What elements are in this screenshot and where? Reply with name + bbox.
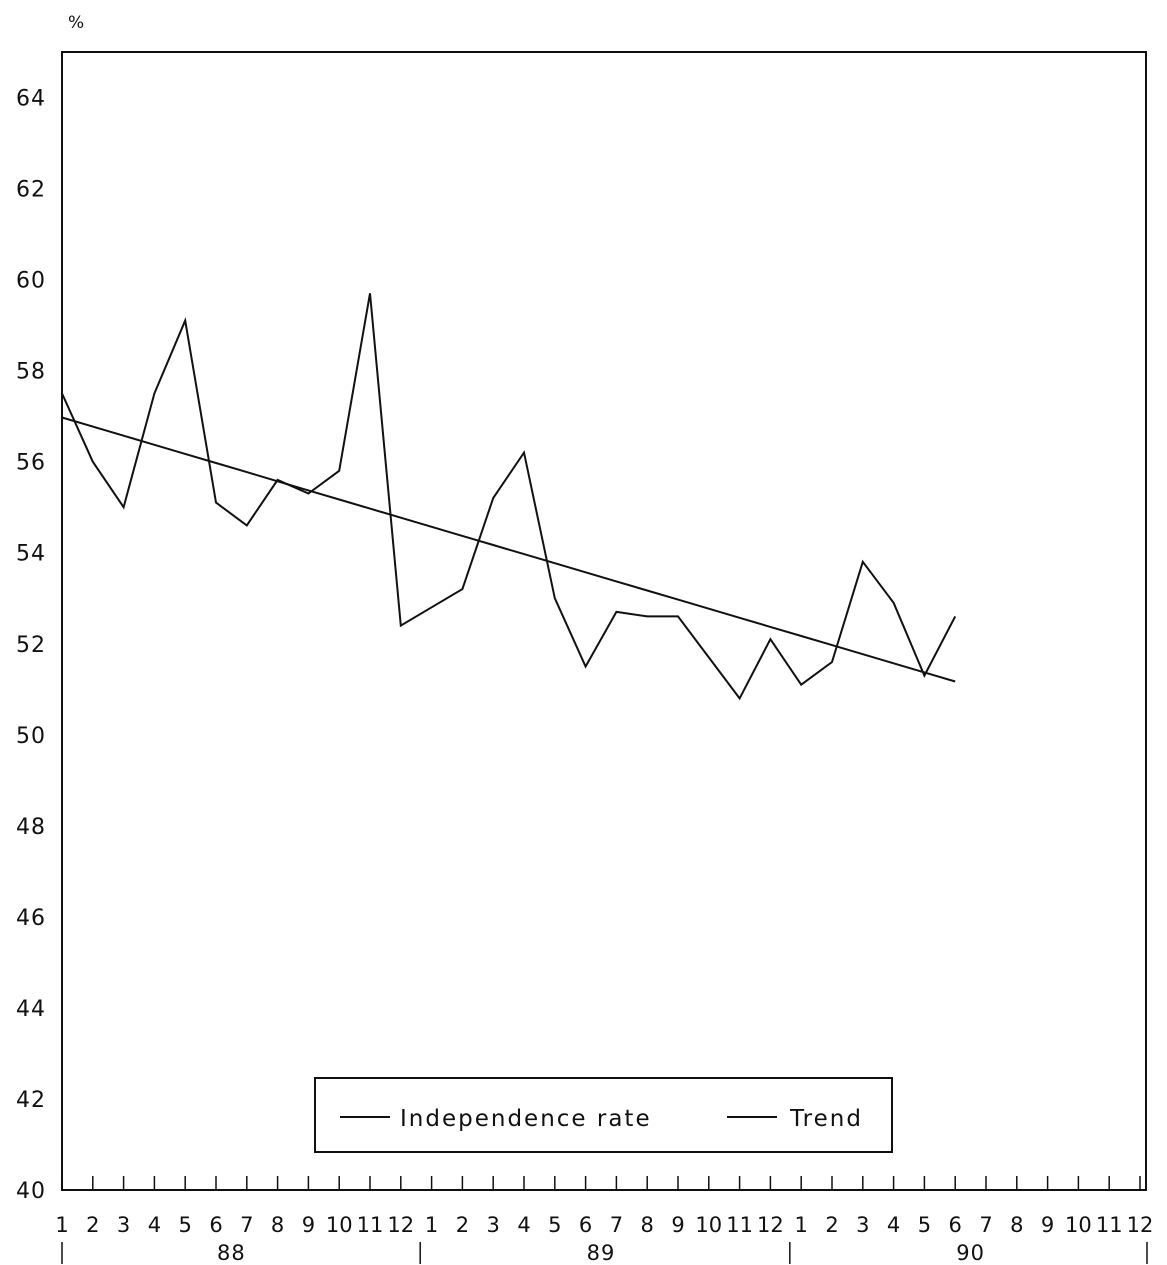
x-tick-label: 3 (487, 1213, 500, 1237)
x-tick-label: 12 (387, 1213, 414, 1237)
y-tick-label: 58 (16, 360, 46, 385)
legend-box (314, 1077, 893, 1153)
x-tick-label: 8 (641, 1213, 654, 1237)
y-tick-label: 44 (16, 997, 46, 1022)
x-tick-label: 1 (795, 1213, 808, 1237)
legend-label-trend: Trend (789, 1106, 863, 1132)
plot-frame (61, 51, 1147, 1191)
y-tick-label: 54 (16, 542, 46, 567)
x-tick-label: 5 (548, 1213, 561, 1237)
x-tick-label: 6 (949, 1213, 962, 1237)
y-tick-label: 64 (16, 87, 46, 112)
x-tick-label: 3 (117, 1213, 130, 1237)
y-tick-label: 56 (16, 451, 46, 476)
x-tick-label: 9 (302, 1213, 315, 1237)
y-tick-label: 52 (16, 633, 46, 658)
year-label: 89 (587, 1241, 616, 1265)
independence-rate-line (61, 293, 957, 701)
x-tick-label: 10 (326, 1213, 353, 1237)
series-layer (61, 293, 957, 701)
year-label: 88 (217, 1241, 246, 1265)
x-tick-label: 4 (148, 1213, 161, 1237)
x-tick-label: 7 (979, 1213, 992, 1237)
x-tick-label: 10 (1065, 1213, 1092, 1237)
x-tick-label: 12 (757, 1213, 784, 1237)
x-tick-label: 4 (517, 1213, 530, 1237)
x-tick-label: 7 (610, 1213, 623, 1237)
x-tick-label: 11 (726, 1213, 753, 1237)
x-tick-label: 9 (671, 1213, 684, 1237)
x-axis: 1 2 3 4 5 6 7 8 9 10 11 12 1 2 3 4 5 6 7 8 9 10 11 12 1 2 3 4 5 6 7 8 9 1… (55, 1176, 1153, 1265)
trend-line (61, 416, 956, 683)
x-tick-label: 6 (579, 1213, 592, 1237)
legend: Independence rate Trend (314, 1077, 893, 1153)
x-tick-label: 8 (271, 1213, 284, 1237)
x-tick-label: 9 (1041, 1213, 1054, 1237)
x-tick-label: 10 (695, 1213, 722, 1237)
x-tick-label: 1 (55, 1213, 68, 1237)
y-tick-label: 48 (16, 815, 46, 840)
y-tick-label: 60 (16, 269, 46, 294)
y-axis-unit-label: % (68, 13, 84, 33)
legend-label-independence-rate: Independence rate (400, 1106, 652, 1132)
year-label: 90 (956, 1241, 985, 1265)
x-tick-label: 8 (1010, 1213, 1023, 1237)
x-tick-label: 11 (357, 1213, 384, 1237)
x-tick-label: 6 (209, 1213, 222, 1237)
x-tick-label: 1 (425, 1213, 438, 1237)
y-tick-label: 62 (16, 178, 46, 203)
x-tick-label: 5 (179, 1213, 192, 1237)
x-tick-label: 3 (856, 1213, 869, 1237)
y-tick-label: 42 (16, 1088, 46, 1113)
y-axis: 40 42 44 46 48 50 52 54 56 58 60 62 64 (16, 87, 46, 1204)
x-tick-label: 5 (918, 1213, 931, 1237)
y-tick-label: 50 (16, 724, 46, 749)
x-tick-label: 4 (887, 1213, 900, 1237)
x-tick-label: 12 (1127, 1213, 1154, 1237)
x-tick-label: 2 (86, 1213, 99, 1237)
x-tick-label: 11 (1096, 1213, 1123, 1237)
x-tick-label: 2 (456, 1213, 469, 1237)
y-tick-label: 40 (16, 1179, 46, 1204)
x-tick-label: 2 (825, 1213, 838, 1237)
x-tick-label: 7 (240, 1213, 253, 1237)
y-tick-label: 46 (16, 906, 46, 931)
